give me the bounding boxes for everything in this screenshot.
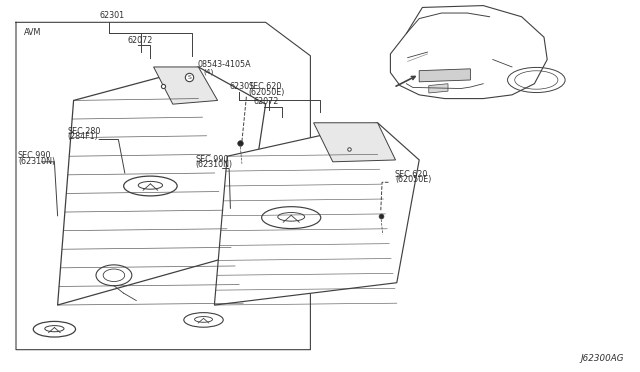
Text: SEC.620: SEC.620 (248, 82, 282, 91)
Text: SEC.990: SEC.990 (18, 151, 51, 160)
Text: (62310N): (62310N) (18, 157, 55, 166)
Text: 08543-4105A: 08543-4105A (197, 60, 251, 69)
Polygon shape (154, 67, 218, 104)
Text: (4): (4) (204, 69, 214, 75)
Polygon shape (390, 6, 547, 99)
Text: 62072: 62072 (253, 97, 279, 106)
Text: (62050E): (62050E) (248, 88, 285, 97)
Text: (284F1): (284F1) (67, 132, 98, 141)
Text: 62072: 62072 (128, 36, 154, 45)
Text: J62300AG: J62300AG (580, 354, 624, 363)
Text: SEC.620: SEC.620 (395, 170, 428, 179)
Polygon shape (419, 69, 470, 82)
Text: SEC.990: SEC.990 (195, 155, 228, 164)
Text: (62310N): (62310N) (195, 160, 232, 169)
Text: (62050E): (62050E) (395, 175, 431, 184)
Text: AVM: AVM (24, 28, 41, 37)
Text: 62301: 62301 (99, 12, 124, 20)
Text: S: S (188, 74, 191, 80)
Polygon shape (314, 123, 396, 162)
Text: 62301: 62301 (229, 82, 254, 91)
Polygon shape (214, 123, 419, 305)
Polygon shape (58, 67, 266, 305)
Polygon shape (429, 84, 448, 93)
Text: SEC.280: SEC.280 (67, 127, 100, 136)
